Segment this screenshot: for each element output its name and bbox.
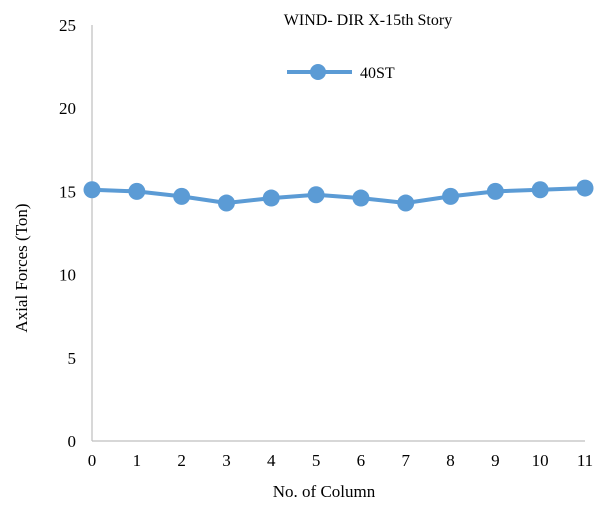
x-tick-label: 1 xyxy=(133,451,142,470)
x-tick-label: 3 xyxy=(222,451,231,470)
y-tick-labels: 0 5 10 15 20 25 xyxy=(59,16,76,451)
series-line xyxy=(92,188,585,203)
data-point xyxy=(173,188,190,205)
y-axis-label: Axial Forces (Ton) xyxy=(12,203,31,332)
data-point xyxy=(263,190,280,207)
data-point xyxy=(532,181,549,198)
x-tick-label: 8 xyxy=(446,451,455,470)
x-tick-label: 9 xyxy=(491,451,500,470)
y-tick-label: 20 xyxy=(59,99,76,118)
data-point xyxy=(442,188,459,205)
x-tick-label: 11 xyxy=(577,451,593,470)
x-tick-label: 4 xyxy=(267,451,276,470)
data-point xyxy=(487,183,504,200)
data-point xyxy=(397,195,414,212)
axes xyxy=(92,25,585,441)
legend: 40ST xyxy=(287,64,395,82)
y-tick-label: 10 xyxy=(59,266,76,285)
data-point xyxy=(84,181,101,198)
x-tick-label: 0 xyxy=(88,451,97,470)
x-tick-labels: 0 1 2 3 4 5 6 7 8 9 10 11 xyxy=(88,451,593,470)
data-point xyxy=(577,180,594,197)
chart-title: WIND- DIR X-15th Story xyxy=(284,12,452,29)
x-tick-label: 5 xyxy=(312,451,321,470)
x-tick-label: 7 xyxy=(401,451,410,470)
data-point xyxy=(128,183,145,200)
data-point xyxy=(218,195,235,212)
x-tick-label: 6 xyxy=(357,451,366,470)
x-tick-label: 2 xyxy=(177,451,186,470)
series-40st xyxy=(84,180,594,212)
legend-label: 40ST xyxy=(360,65,395,82)
y-tick-label: 15 xyxy=(59,182,76,201)
data-point xyxy=(308,186,325,203)
y-tick-label: 5 xyxy=(68,349,77,368)
legend-marker xyxy=(310,64,326,80)
y-tick-label: 0 xyxy=(68,432,77,451)
x-tick-label: 10 xyxy=(532,451,549,470)
x-axis-label: No. of Column xyxy=(273,482,376,501)
y-tick-label: 25 xyxy=(59,16,76,35)
data-point xyxy=(352,190,369,207)
